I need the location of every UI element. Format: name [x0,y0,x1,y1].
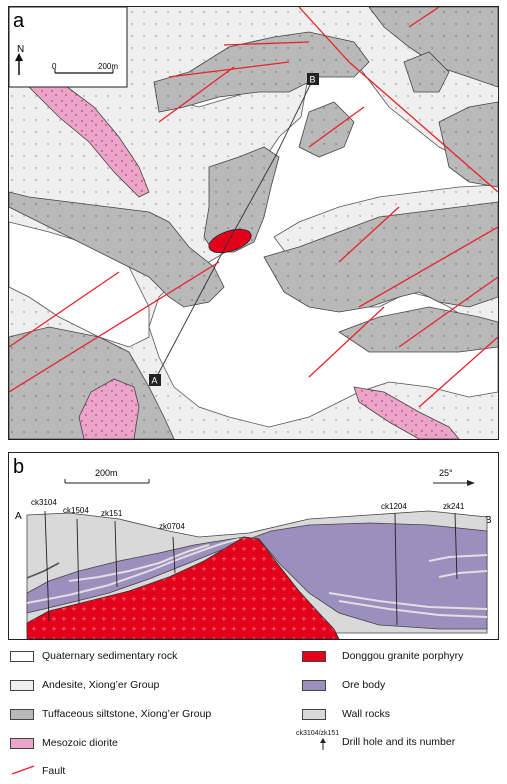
drill-hole-label: ck1504 [63,506,89,515]
legend-label: Fault [42,765,66,777]
legend-label: Tuffaceous siltstone, Xiong’er Group [42,708,212,720]
point-a-label: A [152,376,158,386]
wall-rock-band [338,600,488,618]
scale-end-label: 200m [98,62,118,71]
wall-rock-band [328,592,488,610]
angle-label: 25° [439,468,453,478]
siltstone-unit [203,146,280,253]
siltstone-unit [368,7,498,88]
section-line [154,78,314,381]
drill-hole-legend-icon [320,738,326,750]
panel-b-label: b [13,456,24,478]
drill-hole-label: zk241 [443,502,465,511]
legend-label: Andesite, Xiong’er Group [42,679,160,691]
siltstone-unit [403,51,450,93]
panel-a-label: a [13,10,25,32]
point-b-label: B [310,75,316,85]
cross-section: + b 200m 25° A B [13,456,492,639]
legend-label: Drill hole and its number [342,736,456,748]
section-scale-label: 200m [95,468,118,478]
wall-rock-band [26,562,60,579]
wall-rock-band [438,570,488,578]
fault-lines [9,7,498,408]
section-end-a: A [15,511,22,522]
legend-swatch-wall-rocks [302,709,326,720]
legend-label: Ore body [342,679,386,691]
point-b-marker [307,73,319,85]
wall-rock-band [26,538,240,604]
legend-label: Wall rocks [342,708,391,720]
legend-swatch-granite [302,651,326,662]
wall-rock-band [428,554,488,562]
granite-porphyry-body [26,536,340,639]
legend-swatch-ore [302,680,326,691]
legend-label: Mesozoic diorite [42,737,118,749]
legend-label: Donggou granite porphyry [342,650,464,662]
ore-body [26,522,488,630]
drill-hole-label: ck3104 [31,498,57,507]
legend-swatch-diorite [10,738,34,749]
diorite-unit [353,386,460,439]
drill-hole-labels: ck3104 ck1504 zk151 zk0704 ck1204 zk241 [31,498,465,531]
drill-holes [44,510,458,626]
point-a-marker [149,374,161,386]
cross-section-panel: + b 200m 25° A B [8,452,499,640]
drill-hole-label: zk151 [101,509,123,518]
drill-icon-label: ck3104/zk151 [296,730,340,737]
geological-map-panel: ᵛ ᵛ [8,6,499,440]
drill-hole-label: zk0704 [159,522,185,531]
granite-porphyry-unit [208,228,252,254]
siltstone-unit [298,101,355,158]
siltstone-unit [338,306,498,353]
siltstone-unit [438,101,498,188]
inset-box [9,7,128,88]
north-label: N [17,44,24,55]
diorite-unit [78,378,140,439]
legend-swatch-andesite [10,680,34,691]
legend-label: Quaternary sedimentary rock [42,650,178,662]
geological-map: ᵛ ᵛ [9,7,498,439]
siltstone-unit [9,191,225,308]
siltstone-unit [263,201,498,313]
wall-rock-band [68,544,210,582]
legend-swatch-quaternary [10,651,34,662]
legend-swatch-siltstone [10,709,34,720]
scale-start-label: 0 [52,62,57,71]
fault-legend-icon [11,765,35,775]
drill-hole-label: ck1204 [381,502,407,511]
section-end-b: B [485,515,492,526]
diorite-unit [28,76,150,198]
north-arrow-icon [15,53,23,75]
